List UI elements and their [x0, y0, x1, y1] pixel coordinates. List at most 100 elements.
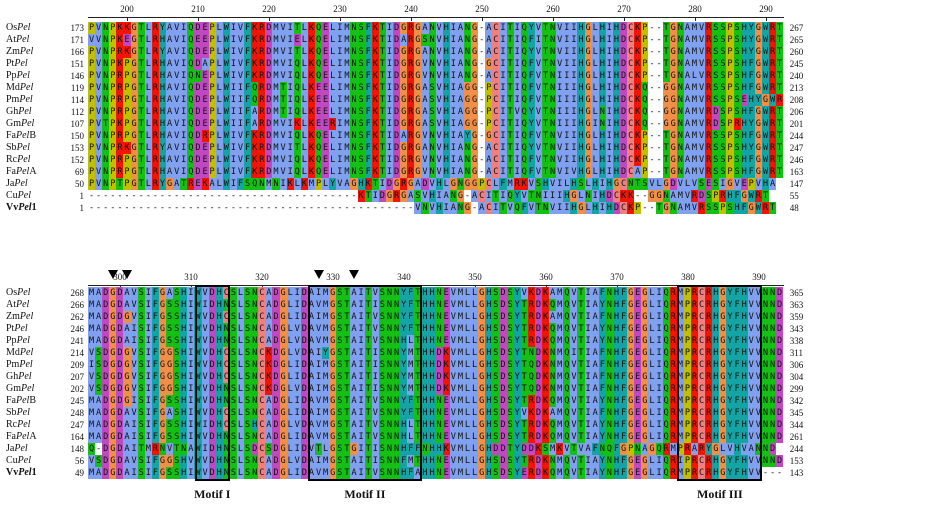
residue: M [556, 419, 564, 431]
residue: T [506, 154, 514, 166]
residue: T [542, 82, 550, 94]
residue: A [591, 431, 599, 443]
residue: D [776, 455, 784, 467]
residue: D [499, 455, 507, 467]
residue: N [102, 22, 110, 34]
residue: I [187, 431, 195, 443]
residue: G [471, 22, 479, 34]
residue: G [279, 431, 287, 443]
residue: R [407, 118, 415, 130]
residue: S [698, 178, 706, 190]
residue: I [293, 443, 301, 455]
residue: R [116, 82, 124, 94]
residue: I [563, 94, 571, 106]
residue: I [144, 431, 152, 443]
residue: V [95, 142, 103, 154]
residue: H [428, 431, 436, 443]
residue: S [712, 22, 720, 34]
residue: G [385, 190, 394, 202]
residue: F [620, 407, 628, 419]
residue: N [393, 455, 401, 467]
residue: N [428, 34, 436, 46]
residue: A [683, 82, 691, 94]
residue: H [485, 335, 493, 347]
residue: I [229, 166, 237, 178]
residue: K [527, 407, 535, 419]
residue: L [215, 94, 223, 106]
residue: - [315, 202, 323, 214]
residue: F [620, 395, 628, 407]
residue: S [137, 395, 145, 407]
residue: T [137, 142, 145, 154]
residue: P [641, 22, 649, 34]
residue: L [286, 335, 294, 347]
residue: N [598, 106, 606, 118]
residue: I [357, 371, 365, 383]
residue: D [499, 467, 507, 479]
residue: V [449, 359, 457, 371]
residue: V [449, 431, 457, 443]
residue: K [371, 118, 379, 130]
position-tick-mark [482, 17, 484, 21]
residue: A [173, 178, 181, 190]
residue: Q [563, 383, 571, 395]
residue: M [676, 383, 684, 395]
residue: S [492, 323, 500, 335]
position-tick-mark [766, 17, 768, 21]
residue: K [442, 347, 450, 359]
residue: D [393, 22, 401, 34]
residue: V [690, 178, 699, 190]
residue: N [676, 154, 684, 166]
residue: P [641, 58, 649, 70]
residue: H [598, 58, 606, 70]
residue: M [669, 443, 677, 455]
residue: V [698, 166, 706, 178]
residue: R [705, 154, 713, 166]
residue: F [520, 202, 528, 214]
residue: V [293, 335, 301, 347]
residue: H [428, 455, 436, 467]
residue: - [116, 202, 124, 214]
residue: T [343, 323, 351, 335]
residue: Y [726, 359, 734, 371]
residue: H [740, 166, 748, 178]
residue: F [733, 311, 741, 323]
residue: V [754, 178, 762, 190]
residue: T [520, 395, 528, 407]
residue: I [371, 455, 379, 467]
residue: N [350, 166, 358, 178]
residue: H [612, 46, 621, 58]
residue: G [329, 359, 337, 371]
residue: G [627, 383, 635, 395]
residue: R [407, 94, 415, 106]
residue: G [485, 58, 493, 70]
residue: F [407, 443, 415, 455]
residue: V [754, 311, 762, 323]
residue: H [180, 395, 188, 407]
residue: T [137, 118, 145, 130]
residue: N [222, 395, 230, 407]
residue: Q [520, 34, 528, 46]
residue: K [201, 178, 209, 190]
residue: T [542, 130, 550, 142]
residue: H [598, 46, 606, 58]
residue: N [463, 34, 472, 46]
residue: F [151, 287, 159, 299]
residue: L [648, 395, 656, 407]
residue: L [322, 178, 330, 190]
residue: P [683, 431, 691, 443]
residue: L [648, 431, 656, 443]
residue: Y [527, 106, 535, 118]
residue: A [123, 323, 131, 335]
residue: L [286, 407, 294, 419]
residue: T [577, 323, 585, 335]
residue: S [378, 311, 386, 323]
residue: P [683, 419, 691, 431]
residue: D [612, 202, 621, 214]
residue: S [506, 299, 514, 311]
residue: - [265, 190, 273, 202]
residue: M [343, 46, 351, 58]
residue: I [144, 419, 152, 431]
residue: P [485, 82, 493, 94]
residue: K [542, 395, 550, 407]
